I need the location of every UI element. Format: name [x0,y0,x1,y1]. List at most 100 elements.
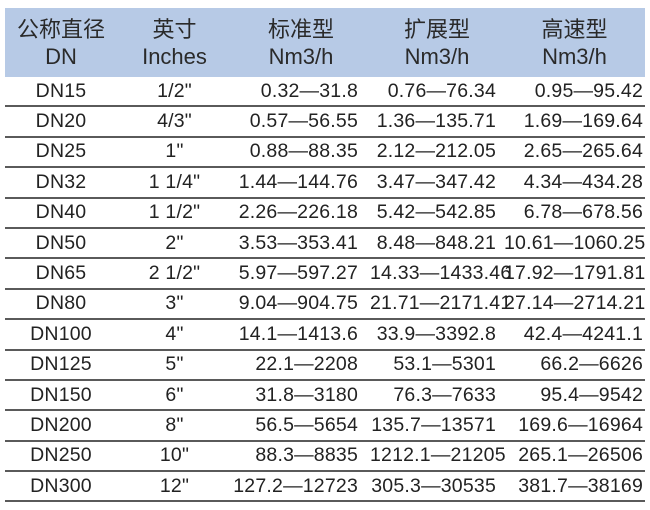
cell-standard: 22.1—2208 [255,353,358,376]
cell-dn: DN40 [35,201,87,224]
cell-extended: 135.7—13571 [371,413,496,436]
table-row: DN200 8" 56.5—5654 135.7—13571 169.6—16964 [5,411,645,442]
cell-high-speed: 1.69—169.64 [523,110,643,133]
cell-standard: 0.32—31.8 [260,79,358,102]
table-row: DN15 1/2" 0.32—31.8 0.76—76.34 0.95—95.42 [5,77,645,108]
cell-extended: 305.3—30535 [371,474,496,497]
cell-standard: 3.53—353.41 [238,231,358,254]
cell-extended: 76.3—7633 [393,383,496,406]
cell-extended: 21.71—2171.41 [370,292,512,315]
cell-high-speed: 265.1—26506 [518,444,643,467]
cell-extended: 1.36—135.71 [376,110,496,133]
cell-dn: DN100 [30,322,92,345]
cell-dn: DN20 [35,110,87,133]
cell-standard: 1.44—144.76 [238,170,358,193]
cell-standard: 56.5—5654 [255,413,358,436]
header-sublabel: Nm3/h [404,43,470,69]
cell-standard: 9.04—904.75 [238,292,358,315]
cell-dn: DN32 [35,170,87,193]
cell-dn: DN300 [30,474,92,497]
cell-standard: 127.2—12723 [233,474,358,497]
header-label: 高速型 [541,16,608,42]
cell-high-speed: 169.6—16964 [518,413,643,436]
header-label: 公称直径 [16,16,105,42]
header-extended: 扩展型 Nm3/h [370,8,504,77]
cell-inches: 8" [165,413,184,436]
cell-dn: DN15 [35,79,87,102]
cell-inches: 5" [165,353,184,376]
cell-high-speed: 42.4—4241.1 [523,322,643,345]
cell-dn: DN50 [35,231,87,254]
header-label: 标准型 [267,16,334,42]
cell-extended: 53.1—5301 [393,353,496,376]
cell-high-speed: 10.61—1060.25 [504,231,646,254]
table-row: DN32 1 1/4" 1.44—144.76 3.47—347.42 4.34—434… [5,168,645,199]
cell-high-speed: 0.95—95.42 [534,79,643,102]
cell-high-speed: 381.7—38169 [518,474,643,497]
cell-extended: 5.42—542.85 [376,201,496,224]
header-sublabel: Inches [142,43,207,69]
table-row: DN50 2" 3.53—353.41 8.48—848.21 10.61—1060.2… [5,229,646,260]
table-row: DN65 2 1/2" 5.97—597.27 14.33—1433.46 17.92—… [5,259,646,290]
table-row: DN125 5" 22.1—2208 53.1—5301 66.2—6626 [5,351,645,381]
cell-standard: 0.57—56.55 [249,110,358,133]
cell-high-speed: 2.65—265.64 [523,140,643,163]
cell-inches: 4/3" [157,110,192,133]
cell-dn: DN125 [30,353,92,376]
header-dn: 公称直径 DN [5,8,117,77]
cell-inches: 6" [165,383,184,406]
header-sublabel: Nm3/h [542,43,607,69]
cell-dn: DN150 [30,383,92,406]
header-sublabel: Nm3/h [268,43,334,69]
cell-high-speed: 17.92—1791.81 [504,262,646,285]
cell-inches: 4" [165,322,184,345]
cell-standard: 31.8—3180 [255,383,358,406]
cell-extended: 3.47—347.42 [376,170,496,193]
table-header: 公称直径 DN 英寸 Inches 标准型 Nm3/h 扩展型 Nm3/h 高速型 Nm3… [5,8,645,77]
cell-high-speed: 6.78—678.56 [523,201,643,224]
header-standard: 标准型 Nm3/h [232,8,370,77]
header-label: 英寸 [152,16,197,42]
cell-inches: 10" [159,444,190,467]
cell-inches: 1/2" [157,79,192,102]
cell-high-speed: 4.34—434.28 [523,170,643,193]
cell-inches: 1" [165,140,184,163]
flow-range-table: 公称直径 DN 英寸 Inches 标准型 Nm3/h 扩展型 Nm3/h 高速型 Nm3… [5,8,646,503]
header-label: 扩展型 [403,16,470,42]
cell-dn: DN200 [30,413,92,436]
cell-high-speed: 27.14—2714.21 [504,292,646,315]
cell-high-speed: 95.4—9542 [540,383,643,406]
table-row: DN300 12" 127.2—12723 305.3—30535 381.7—3816… [5,472,645,503]
cell-extended: 33.9—3392.8 [376,322,496,345]
table-row: DN40 1 1/2" 2.26—226.18 5.42—542.85 6.78—678… [5,199,645,229]
table-row: DN150 6" 31.8—3180 76.3—7633 95.4—9542 [5,381,645,412]
table-row: DN80 3" 9.04—904.75 21.71—2171.41 27.14—2714… [5,290,646,321]
cell-dn: DN65 [35,262,87,285]
table-row: DN20 4/3" 0.57—56.55 1.36—135.71 1.69—169.64 [5,107,645,138]
cell-inches: 1 1/2" [148,201,201,224]
cell-inches: 1 1/4" [148,170,201,193]
cell-extended: 1212.1—21205 [370,444,506,467]
cell-extended: 14.33—1433.46 [370,262,512,285]
header-inches: 英寸 Inches [117,8,232,77]
cell-standard: 14.1—1413.6 [238,322,358,345]
cell-inches: 2 1/2" [148,262,201,285]
cell-extended: 2.12—212.05 [376,140,496,163]
cell-inches: 3" [165,292,184,315]
cell-dn: DN80 [35,292,87,315]
cell-standard: 0.88—88.35 [249,140,358,163]
header-sublabel: DN [45,43,77,69]
cell-inches: 12" [159,474,190,497]
cell-standard: 88.3—8835 [255,444,358,467]
table-row: DN250 10" 88.3—8835 1212.1—21205 265.1—26506 [5,442,645,473]
cell-extended: 0.76—76.34 [387,79,496,102]
cell-high-speed: 66.2—6626 [540,353,643,376]
table-body: DN15 1/2" 0.32—31.8 0.76—76.34 0.95—95.42 DN2… [5,77,646,503]
cell-standard: 2.26—226.18 [238,201,358,224]
cell-dn: DN25 [35,140,87,163]
cell-extended: 8.48—848.21 [376,231,496,254]
cell-dn: DN250 [30,444,92,467]
cell-standard: 5.97—597.27 [238,262,358,285]
header-high-speed: 高速型 Nm3/h [504,8,645,77]
cell-inches: 2" [165,231,184,254]
